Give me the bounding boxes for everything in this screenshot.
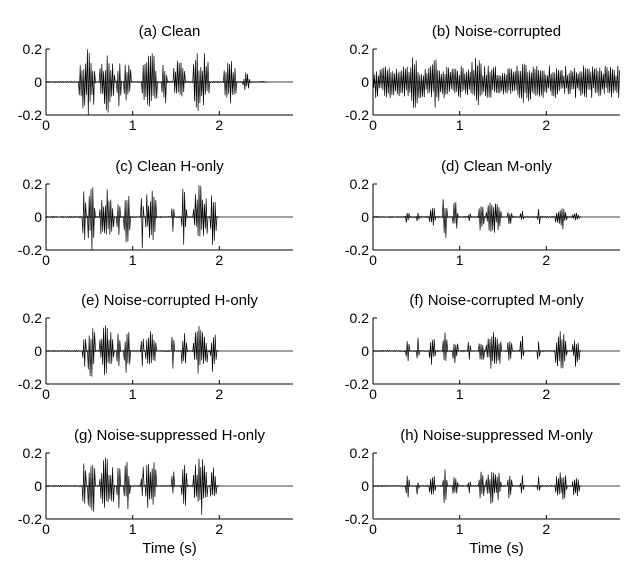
panel-g-x-tick-label: 0: [42, 521, 50, 537]
panel-d-waveform: [372, 199, 582, 238]
panel-h-title: (h) Noise-suppressed M-only: [400, 427, 593, 444]
panel-e-waveform: [45, 325, 220, 377]
panel-a-title: (a) Clean: [139, 23, 201, 40]
panel-b-x-tick-label: 0: [369, 117, 377, 133]
panel-a-y-tick-label: -0.2: [18, 107, 42, 123]
panel-a-x-tick-label: 2: [215, 117, 223, 133]
panel-h-x-label: Time (s): [469, 540, 523, 557]
panel-e-x-tick-label: 0: [42, 386, 50, 402]
panel-b-y-tick-label: 0: [361, 74, 369, 90]
panel-e-y-tick-label: 0.2: [23, 310, 43, 326]
panel-h-x-tick-label: 2: [542, 521, 550, 537]
panel-c-title: (c) Clean H-only: [115, 158, 224, 175]
panel-b-y-tick-label: 0.2: [350, 41, 370, 57]
panel-c-y-tick-label: 0: [34, 209, 42, 225]
panel-d-y-tick-label: 0: [361, 209, 369, 225]
panel-a-waveform: [45, 49, 267, 115]
panel-a-y-tick-label: 0: [34, 74, 42, 90]
panel-g-title: (g) Noise-suppressed H-only: [74, 427, 265, 444]
panel-b-x-tick-label: 1: [456, 117, 464, 133]
panel-d-x-tick-label: 1: [456, 252, 464, 268]
panel-h-y-tick-label: 0.2: [350, 445, 370, 461]
panel-h-y-tick-label: -0.2: [345, 511, 369, 527]
panel-f-x-tick-label: 2: [542, 386, 550, 402]
panel-c-y-tick-label: 0.2: [23, 176, 43, 192]
panel-a-y-tick-label: 0.2: [23, 41, 43, 57]
panel-f-waveform: [372, 331, 582, 369]
panel-h-waveform: [372, 469, 582, 504]
panel-f-y-tick-label: -0.2: [345, 376, 369, 392]
panel-f-x-tick-label: 1: [456, 386, 464, 402]
panel-e-title: (e) Noise-corrupted H-only: [81, 292, 258, 309]
panel-f-y-tick-label: 0: [361, 343, 369, 359]
panel-c-waveform: [45, 185, 220, 250]
panel-d-y-tick-label: 0.2: [350, 176, 370, 192]
panel-f-y-tick-label: 0.2: [350, 310, 370, 326]
panel-d-x-tick-label: 0: [369, 252, 377, 268]
panel-b-x-tick-label: 2: [542, 117, 550, 133]
panel-d-title: (d) Clean M-only: [441, 158, 552, 175]
panel-b-title: (b) Noise-corrupted: [432, 23, 561, 40]
panel-h-x-tick-label: 0: [369, 521, 377, 537]
panel-g-x-tick-label: 1: [129, 521, 137, 537]
panel-d-y-tick-label: -0.2: [345, 242, 369, 258]
panel-g-x-tick-label: 2: [215, 521, 223, 537]
panel-g-x-label: Time (s): [142, 540, 196, 557]
panel-b-waveform: [372, 57, 620, 108]
panel-e-y-tick-label: 0: [34, 343, 42, 359]
panel-e-x-tick-label: 2: [215, 386, 223, 402]
panel-a-x-tick-label: 0: [42, 117, 50, 133]
panel-g-y-tick-label: -0.2: [18, 511, 42, 527]
panel-b-y-tick-label: -0.2: [345, 107, 369, 123]
panel-h-x-tick-label: 1: [456, 521, 464, 537]
panel-f-title: (f) Noise-corrupted M-only: [409, 292, 584, 309]
panel-f-x-tick-label: 0: [369, 386, 377, 402]
panel-h-y-tick-label: 0: [361, 478, 369, 494]
panel-c-y-tick-label: -0.2: [18, 242, 42, 258]
panel-e-y-tick-label: -0.2: [18, 376, 42, 392]
panel-c-x-tick-label: 2: [215, 252, 223, 268]
panel-g-y-tick-label: 0.2: [23, 445, 43, 461]
panel-e-x-tick-label: 1: [129, 386, 137, 402]
panel-c-x-tick-label: 1: [129, 252, 137, 268]
panel-c-x-tick-label: 0: [42, 252, 50, 268]
panel-a-x-tick-label: 1: [129, 117, 137, 133]
panel-d-x-tick-label: 2: [542, 252, 550, 268]
panel-g-y-tick-label: 0: [34, 478, 42, 494]
